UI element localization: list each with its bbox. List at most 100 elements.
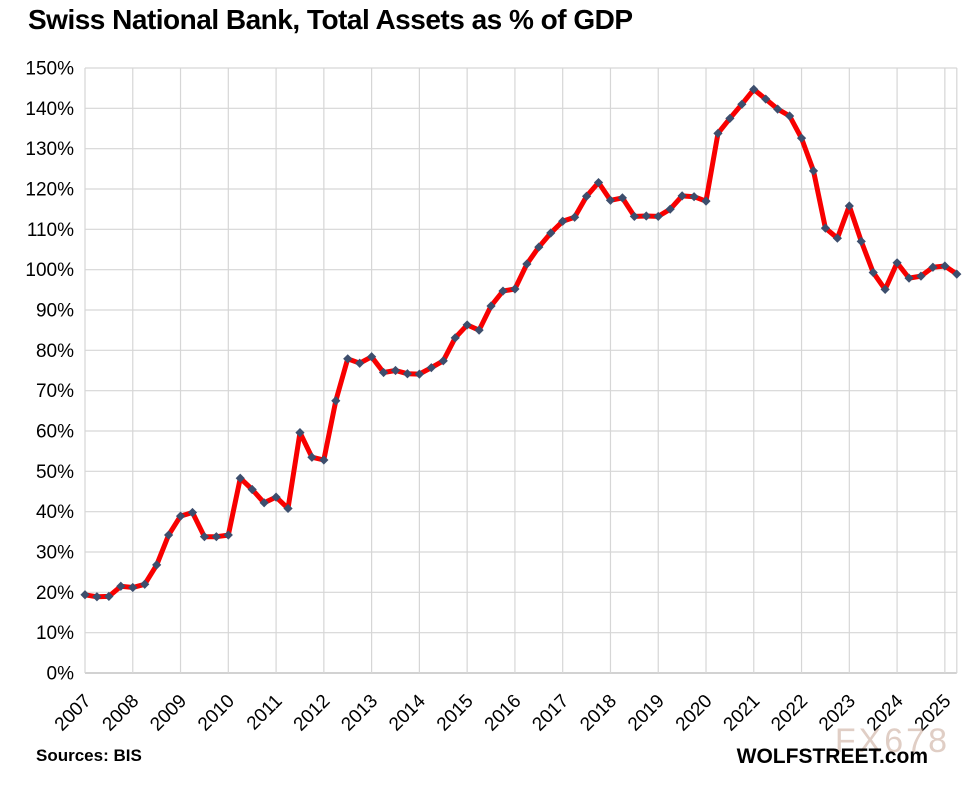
- data-point-marker: [223, 530, 233, 540]
- x-tick-label: 2016: [481, 691, 526, 736]
- x-tick-label: 2009: [146, 691, 191, 736]
- data-point-marker: [152, 560, 162, 570]
- data-point-marker: [940, 261, 950, 271]
- y-tick-label: 110%: [27, 220, 74, 241]
- data-point-marker: [952, 269, 962, 279]
- y-tick-label: 40%: [36, 502, 74, 523]
- x-tick-label: 2008: [99, 691, 144, 736]
- data-point-marker: [677, 191, 687, 201]
- data-point-marker: [522, 259, 532, 269]
- data-point-marker: [868, 267, 878, 278]
- data-point-marker: [378, 367, 389, 378]
- data-point-marker: [163, 530, 174, 540]
- data-point-marker: [641, 211, 651, 221]
- y-tick-label: 90%: [36, 301, 74, 322]
- data-point-marker: [832, 233, 842, 243]
- y-tick-label: 130%: [25, 139, 74, 160]
- data-point-marker: [271, 492, 281, 502]
- x-tick-label: 2007: [51, 691, 96, 736]
- data-point-marker: [725, 113, 735, 124]
- data-point-marker: [880, 284, 890, 295]
- data-point-marker: [856, 236, 866, 247]
- data-point-marker: [892, 258, 902, 268]
- data-point-marker: [701, 196, 711, 206]
- data-point-marker: [319, 455, 329, 465]
- data-point-marker: [116, 581, 126, 591]
- y-tick-label: 60%: [36, 422, 74, 443]
- data-point-marker: [235, 473, 245, 483]
- x-tick-label: 2011: [243, 691, 287, 735]
- data-point-marker: [307, 452, 317, 462]
- data-point-marker: [80, 590, 90, 600]
- data-point-marker: [689, 192, 699, 202]
- data-point-marker: [665, 204, 675, 214]
- data-point-marker: [593, 177, 604, 188]
- data-point-marker: [916, 271, 926, 281]
- data-point-marker: [820, 223, 831, 233]
- x-tick-label: 2014: [385, 690, 430, 735]
- data-point-marker: [426, 363, 436, 373]
- data-point-marker: [486, 301, 496, 311]
- data-point-marker: [175, 511, 186, 521]
- data-point-marker: [546, 228, 556, 238]
- data-point-marker: [510, 284, 520, 294]
- data-point-marker: [92, 592, 102, 602]
- data-point-marker: [355, 358, 365, 368]
- data-point-marker: [581, 191, 592, 201]
- data-point-marker: [414, 369, 424, 379]
- data-point-marker: [844, 201, 854, 211]
- data-point-marker: [773, 104, 783, 114]
- x-tick-label: 2010: [194, 691, 239, 736]
- data-point-marker: [474, 325, 484, 335]
- data-point-marker: [617, 193, 628, 203]
- data-point-marker: [785, 111, 795, 121]
- data-point-marker: [343, 354, 353, 364]
- data-point-marker: [367, 352, 377, 362]
- y-tick-label: 0%: [47, 664, 75, 685]
- sources-note: Sources: BIS: [36, 746, 142, 765]
- x-tick-label: 2013: [337, 691, 382, 736]
- data-point-marker: [605, 195, 616, 205]
- data-point-marker: [570, 212, 580, 222]
- data-point-marker: [283, 503, 293, 514]
- data-point-marker: [104, 591, 114, 601]
- x-tick-label: 2018: [576, 691, 621, 736]
- data-point-marker: [331, 396, 341, 406]
- watermark-fx678: FX678: [834, 722, 950, 760]
- y-tick-label: 30%: [36, 543, 74, 564]
- y-tick-label: 50%: [36, 462, 74, 483]
- data-point-marker: [402, 369, 413, 379]
- x-tick-label: 2021: [720, 691, 765, 736]
- data-point-marker: [247, 484, 257, 495]
- data-point-marker: [462, 320, 472, 330]
- data-point-marker: [390, 365, 401, 376]
- data-point-marker: [737, 99, 747, 109]
- data-point-marker: [259, 498, 269, 508]
- data-point-marker: [796, 133, 807, 143]
- y-tick-label: 10%: [36, 623, 74, 644]
- data-point-marker: [211, 532, 221, 542]
- x-tick-label: 2017: [528, 691, 573, 736]
- data-point-marker: [808, 166, 819, 176]
- data-line: [82, 86, 960, 600]
- y-tick-label: 100%: [25, 260, 74, 281]
- data-point-marker: [140, 579, 150, 589]
- data-point-marker: [761, 94, 771, 104]
- data-point-marker: [558, 216, 568, 226]
- data-point-marker: [199, 532, 210, 542]
- y-tick-label: 20%: [36, 583, 74, 604]
- x-tick-label: 2012: [290, 691, 335, 736]
- x-tick-label: 2019: [624, 691, 669, 736]
- data-point-marker: [653, 211, 663, 222]
- x-tick-label: 2015: [433, 691, 478, 736]
- y-tick-label: 140%: [25, 99, 74, 120]
- data-point-marker: [534, 242, 544, 252]
- data-point-marker: [498, 286, 508, 296]
- data-point-marker: [713, 128, 723, 138]
- data-point-marker: [450, 333, 460, 343]
- data-point-marker: [904, 273, 914, 283]
- data-point-marker: [928, 262, 938, 272]
- data-point-marker: [128, 582, 138, 593]
